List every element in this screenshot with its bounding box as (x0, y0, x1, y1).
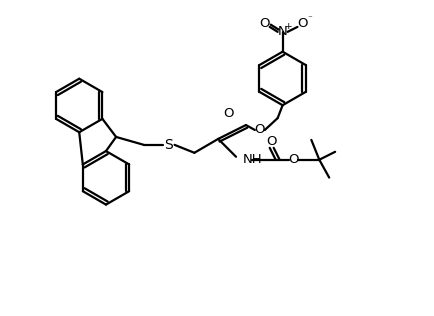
Text: O: O (297, 17, 308, 30)
Text: +: + (284, 22, 291, 31)
Text: NH: NH (243, 153, 263, 166)
Text: O: O (260, 17, 270, 30)
Text: ⁻: ⁻ (307, 15, 312, 23)
Text: S: S (164, 138, 173, 152)
Text: O: O (255, 124, 265, 137)
Text: O: O (223, 106, 233, 120)
Text: N: N (278, 25, 287, 38)
Text: O: O (288, 153, 299, 166)
Text: O: O (266, 135, 277, 149)
